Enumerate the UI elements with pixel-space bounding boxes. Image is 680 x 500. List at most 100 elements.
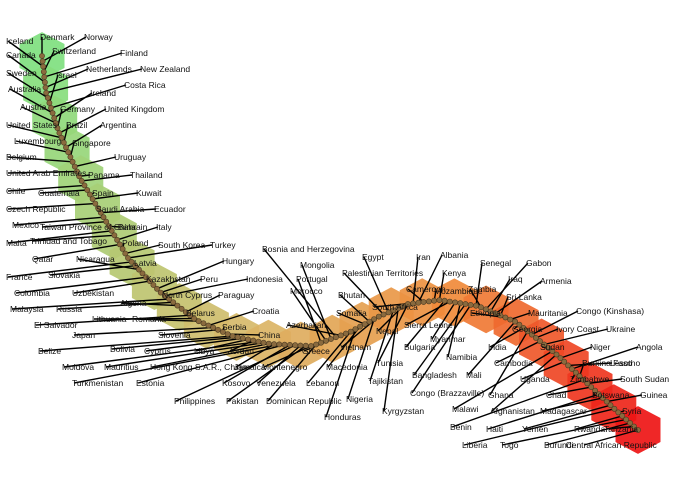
leader-line-united-states — [7, 124, 62, 139]
leader-line-nigeria — [347, 318, 375, 400]
label-somalia: Somalia — [336, 308, 367, 318]
point-ivory-coast — [533, 334, 539, 341]
point-united-arab-emirates — [74, 168, 80, 175]
point-sierra-leone — [446, 298, 453, 305]
label-rwanda: Rwanda — [574, 424, 605, 434]
point-kosovo — [286, 341, 293, 348]
leader-line-burundi — [545, 422, 631, 446]
point-india — [520, 325, 527, 331]
point-yemen — [607, 402, 614, 409]
point-uganda — [561, 358, 568, 365]
label-ecuador: Ecuador — [154, 204, 186, 214]
leader-line-norway — [42, 36, 87, 62]
label-estonia: Estonia — [136, 378, 165, 388]
point-peru — [157, 289, 164, 296]
label-japan: Japan — [72, 330, 95, 340]
label-chad: Chad — [546, 390, 567, 400]
label-cambodia: Cambodia — [494, 358, 533, 368]
point-guinea — [603, 398, 610, 405]
leader-lines — [7, 36, 643, 446]
leader-line-belgium — [7, 156, 73, 163]
point-congo-kinshasa — [528, 331, 535, 338]
label-sweden: Sweden — [6, 68, 37, 78]
leader-line-mauritius — [105, 342, 264, 368]
point-bolivia — [234, 334, 241, 341]
point-slovakia — [132, 262, 139, 269]
leader-line-israel — [48, 74, 59, 104]
point-serbia — [219, 328, 226, 335]
leader-line-philippines — [175, 344, 296, 402]
label-serbia: Serbia — [222, 322, 247, 332]
label-russia: Russia — [56, 304, 82, 314]
point-nepal — [400, 303, 406, 309]
point-indonesia — [161, 292, 168, 299]
label-indonesia: Indonesia — [246, 274, 283, 284]
label-gabon: Gabon — [526, 258, 552, 268]
point-kenya — [436, 297, 443, 303]
label-iran: Iran — [416, 252, 431, 262]
point-taiwan-province-of-china — [103, 218, 110, 225]
point-north-cyprus — [178, 305, 185, 312]
leader-line-el-salvador — [35, 314, 191, 326]
leader-line-morocco — [291, 290, 327, 342]
leader-line-russia — [57, 301, 174, 310]
label-bahrain: Bahrain — [118, 222, 148, 232]
point-denmark — [39, 53, 45, 59]
point-south-africa — [425, 298, 432, 305]
label-new-zealand: New Zealand — [140, 64, 190, 74]
label-kuwait: Kuwait — [136, 188, 162, 198]
label-cyprus: Cyprus — [144, 346, 171, 356]
point-central-african-republic — [635, 427, 641, 433]
label-brazil: Brazil — [66, 120, 87, 130]
point-italy — [114, 236, 120, 243]
point-dominican-republic — [313, 341, 319, 348]
leader-line-czech-republic — [7, 202, 96, 210]
point-netherlands — [42, 84, 49, 91]
point-angola — [569, 366, 575, 372]
label-nepal: Nepal — [376, 326, 398, 336]
point-portugal — [318, 339, 324, 346]
label-slovenia: Slovenia — [158, 330, 191, 340]
leader-line-estonia — [137, 344, 285, 384]
leader-line-togo — [501, 418, 627, 446]
point-colombia — [143, 274, 149, 281]
leader-line-kyrgyzstan — [383, 308, 399, 412]
leader-line-iceland — [7, 40, 44, 68]
leader-line-malaysia — [11, 298, 170, 310]
point-egypt — [385, 309, 392, 316]
point-algeria — [174, 302, 181, 309]
point-lithuania — [191, 315, 197, 322]
label-uganda: Uganda — [520, 374, 550, 384]
point-malawi — [549, 348, 556, 354]
leader-line-germany — [56, 108, 63, 129]
label-belgium: Belgium — [6, 152, 37, 162]
label-iceland: Iceland — [6, 36, 34, 46]
point-united-states — [58, 134, 65, 141]
leader-line-peru — [160, 278, 203, 294]
leader-line-pakistan — [227, 345, 307, 402]
point-ecuador — [97, 209, 104, 216]
point-vietnam — [375, 313, 382, 320]
leader-line-brazil — [63, 124, 69, 143]
label-mauritius: Mauritius — [104, 362, 138, 372]
point-malaysia — [166, 296, 172, 302]
leader-line-macedonia — [327, 326, 361, 368]
label-latvia: Latvia — [134, 258, 157, 268]
label-azerbaijan: Azerbaijan — [286, 320, 326, 330]
leader-line-bosnia-and-herzegovina — [263, 248, 337, 338]
label-chile: Chile — [6, 186, 26, 196]
point-latvia — [139, 270, 146, 277]
point-nicaragua — [135, 266, 142, 273]
point-ukraine — [541, 341, 548, 348]
label-panama: Panama — [88, 170, 120, 180]
label-thailand: Thailand — [130, 170, 163, 180]
point-bosnia-and-herzegovina — [332, 334, 339, 341]
leader-line-lebanon — [307, 331, 352, 384]
point-singapore — [67, 154, 74, 160]
label-kazakhstan: Kazakhstan — [146, 274, 191, 284]
label-belarus: Belarus — [186, 308, 215, 318]
leader-line-finland — [44, 52, 123, 78]
label-ethiopia: Ethiopia — [470, 308, 501, 318]
label-north-cyprus: North Cyprus — [162, 290, 212, 300]
point-kazakhstan — [150, 282, 157, 288]
